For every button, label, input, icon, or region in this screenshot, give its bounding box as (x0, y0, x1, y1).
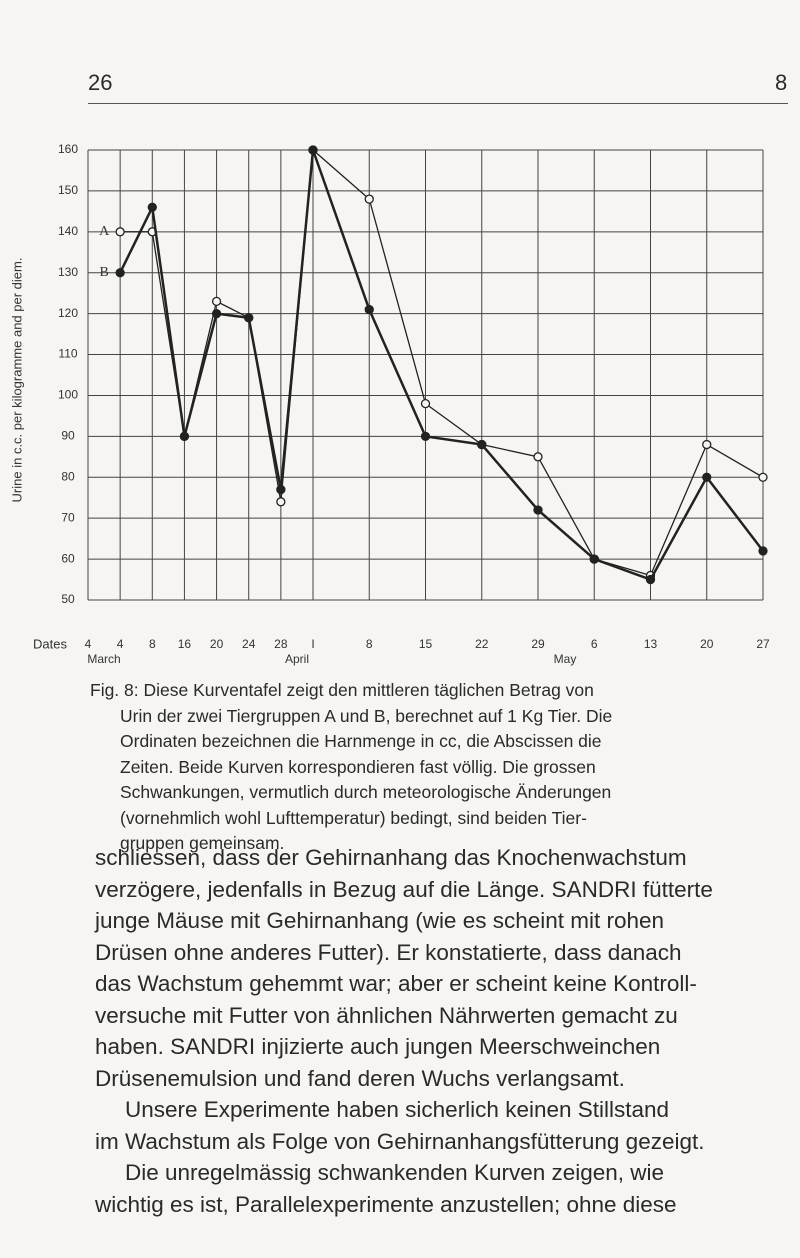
data-point (477, 439, 487, 450)
data-point (115, 268, 125, 278)
data-point (147, 202, 157, 212)
body-text: schliessen, dass der Gehirnanhang das Kn… (95, 842, 713, 1220)
x-tick-label: 29 (531, 637, 545, 651)
text-line: haben. SANDRI injizierte auch jungen Mee… (95, 1034, 661, 1059)
month-label: May (554, 652, 577, 666)
text-line: Ordinaten bezeichnen die Harnmenge in cc… (120, 731, 602, 751)
data-point (533, 505, 543, 515)
caption: Fig. 8: Diese Kurventafel zeigt den mitt… (90, 678, 612, 857)
text-line: verzögere, jedenfalls in Bezug auf die L… (95, 876, 713, 902)
text-line: Schwankungen, vermutlich durch meteorolo… (120, 782, 612, 802)
text-line: wichtig es ist, Parallelexperimente anzu… (95, 1191, 677, 1217)
data-point (115, 227, 125, 237)
x-tick-label: 20 (700, 637, 714, 651)
y-tick-label: 100 (58, 388, 78, 402)
series-label: B (99, 265, 108, 280)
data-point (702, 439, 712, 450)
y-tick-label: 140 (58, 224, 78, 238)
month-label: March (87, 652, 120, 666)
x-tick-label: 20 (210, 637, 224, 651)
data-point (589, 554, 599, 564)
signature: 8 (775, 70, 788, 95)
data-point (211, 296, 222, 307)
data-point (758, 546, 768, 556)
text-line: Die unregelmässig schwankenden Kurven ze… (125, 1160, 665, 1185)
y-tick-label: 70 (61, 510, 75, 524)
x-tick-label: 22 (475, 637, 489, 651)
data-point (308, 145, 318, 155)
data-point (276, 497, 286, 507)
text-line: (vornehmlich wohl Lufttemperatur) beding… (120, 807, 587, 828)
data-point (533, 452, 543, 462)
data-point (420, 398, 431, 409)
x-tick-label: 16 (178, 637, 192, 651)
data-point (244, 313, 254, 323)
data-point (364, 194, 374, 204)
data-point (276, 484, 286, 495)
text-line: das Wachstum gehemmt war; aber er schein… (95, 971, 697, 996)
data-point (758, 472, 768, 482)
page-number: 26 (88, 70, 113, 95)
text-line: Fig. 8: Diese Kurventafel zeigt den mitt… (90, 680, 594, 700)
text-line: versuche mit Futter von ähnlichen Nährwe… (95, 1002, 678, 1028)
y-axis-label: Urine in c.c. per kilogramme and per die… (9, 258, 24, 503)
data-point (420, 431, 431, 442)
text-line: schliessen, dass der Gehirnanhang das Kn… (95, 845, 687, 870)
x-axis-label: Dates (33, 636, 67, 651)
y-tick-label: 130 (58, 265, 78, 279)
text-line: Drüsen ohne anderes Futter). Er konstati… (95, 939, 682, 965)
x-tick-label: 4 (117, 637, 124, 651)
y-tick-label: 150 (58, 183, 78, 197)
data-point (211, 308, 222, 319)
chart: Urine in c.c. per kilogramme and per die… (9, 142, 770, 666)
data-point (364, 304, 374, 315)
x-tick-label: 15 (419, 637, 433, 651)
data-point (179, 431, 190, 442)
x-tick-label: I (311, 637, 314, 651)
x-tick-label: 4 (85, 637, 92, 651)
x-tick-label: 24 (242, 637, 256, 651)
text-line: Zeiten. Beide Kurven korrespondieren fas… (120, 756, 596, 777)
text-line: Unsere Experimente haben sicherlich kein… (125, 1097, 670, 1122)
x-tick-label: 8 (149, 637, 156, 651)
y-tick-label: 110 (58, 347, 77, 361)
y-tick-label: 80 (61, 469, 75, 483)
x-tick-label: 13 (644, 637, 658, 651)
data-point (645, 574, 656, 585)
text-line: junge Mäuse mit Gehirnanhang (wie es sch… (95, 908, 665, 933)
x-tick-label: 28 (274, 637, 288, 651)
series-label: A (99, 224, 110, 239)
y-tick-label: 120 (58, 306, 78, 320)
header-rule (88, 103, 788, 104)
y-tick-label: 60 (61, 551, 75, 565)
x-tick-label: 6 (591, 637, 598, 651)
x-tick-label: 8 (366, 637, 373, 651)
y-tick-label: 160 (58, 142, 78, 156)
month-label: April (285, 652, 309, 666)
x-tick-label: 27 (756, 637, 770, 651)
text-line: Urin der zwei Tiergruppen A und B, berec… (120, 705, 613, 726)
text-line: im Wachstum als Folge von Gehirnanhangsf… (95, 1128, 705, 1154)
text-line: gruppen gemeinsam. (120, 833, 285, 853)
y-tick-label: 90 (61, 429, 75, 443)
data-point (702, 472, 712, 482)
y-tick-label: 50 (61, 592, 75, 606)
text-line: Drüsenemulsion und fand deren Wuchs verl… (95, 1065, 625, 1091)
